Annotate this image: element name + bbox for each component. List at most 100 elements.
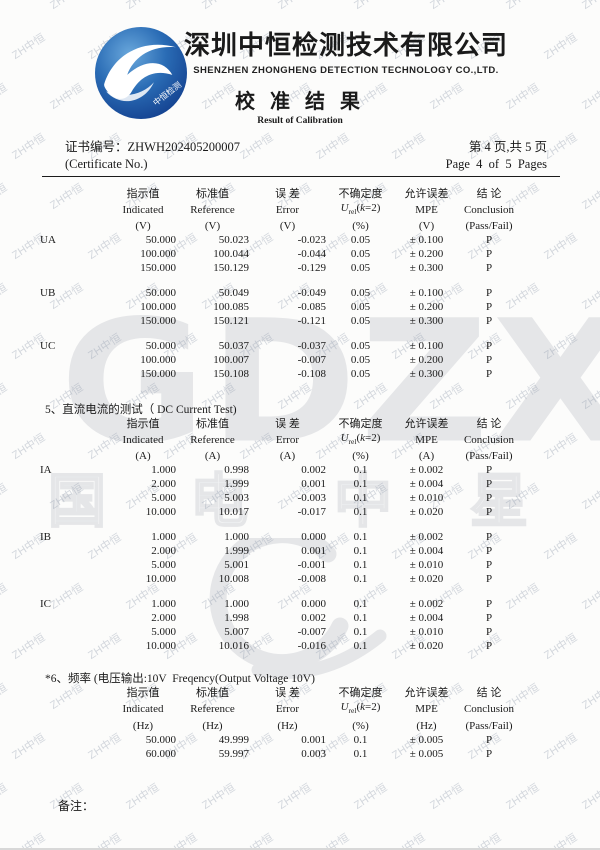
- table-row: 10.000 10.017 -0.017 0.1 ± 0.020 P: [40, 505, 540, 519]
- value-cell: 50.000: [145, 287, 176, 300]
- value-cell: P: [485, 248, 493, 261]
- value-cell: 0.1: [353, 573, 368, 586]
- value-cell: 0.1: [353, 464, 368, 477]
- table-row: 100.000 100.085 -0.085 0.05 ± 0.200 P: [40, 300, 540, 314]
- table-header-cn: 指示值 标准值 误 差 不确定度 允许误差 结 论: [40, 187, 540, 201]
- header-spacer: [40, 201, 110, 219]
- value-cell: P: [485, 506, 493, 519]
- value-cell: 100.000: [140, 301, 176, 314]
- filler: [520, 639, 540, 653]
- value-cell: 0.05: [350, 262, 371, 275]
- value-cell: 50.049: [218, 287, 249, 300]
- value-cell: 150.000: [140, 368, 176, 381]
- watermark-cn-char: 电: [189, 467, 249, 535]
- value-cell: 0.05: [350, 287, 371, 300]
- channel-label-empty: [40, 611, 110, 625]
- channel-label-empty: [40, 491, 110, 505]
- logo-swoosh-icon: 中恒检测: [104, 44, 183, 108]
- channel-label-empty: [40, 639, 110, 653]
- value-cell: 0.05: [350, 315, 371, 328]
- value-cell: P: [485, 354, 493, 367]
- value-cell: P: [485, 262, 493, 275]
- table-header-en: Indicated Reference Error Urel(k=2) MPE Concl…: [40, 700, 540, 718]
- value-cell: 0.000: [301, 531, 326, 544]
- value-cell: -0.023: [297, 234, 326, 247]
- value-cell: 10.000: [145, 573, 176, 586]
- value-cell: ± 0.100: [409, 287, 444, 300]
- value-cell: P: [485, 301, 493, 314]
- value-cell: -0.108: [297, 368, 326, 381]
- table-row: 150.000 150.108 -0.108 0.05 ± 0.300 P: [40, 367, 540, 381]
- filler: [520, 686, 540, 700]
- table-row: 2.000 1.999 0.001 0.1 ± 0.004 P: [40, 477, 540, 491]
- value-cell: ± 0.010: [409, 559, 444, 572]
- value-cell: P: [485, 598, 493, 611]
- value-cell: ± 0.010: [409, 492, 444, 505]
- column-header-en: Conclusion: [463, 434, 515, 447]
- value-cell: 0.1: [353, 598, 368, 611]
- filler: [520, 719, 540, 733]
- channel-label-empty: [40, 261, 110, 275]
- column-header-en: Error: [275, 204, 300, 217]
- value-cell: 1.000: [151, 464, 176, 477]
- channel-label-empty: [40, 558, 110, 572]
- filler: [520, 558, 540, 572]
- table-header-units: (A) (A) (A) (%) (A) (Pass/Fail): [40, 449, 540, 463]
- value-cell: ± 0.002: [409, 598, 444, 611]
- value-cell: ± 0.200: [409, 354, 444, 367]
- table-row: IB 1.000 1.000 0.000 0.1 ± 0.002 P: [40, 530, 540, 544]
- filler: [520, 505, 540, 519]
- table-header-cn: 指示值 标准值 误 差 不确定度 允许误差 结 论: [40, 417, 540, 431]
- column-header-en: Error: [275, 703, 300, 716]
- filler: [520, 700, 540, 718]
- measurement-tables: 指示值 标准值误 差不确定度 允许误差结 论 Indicated Reference Er…: [40, 187, 560, 761]
- column-unit: (A): [279, 450, 296, 463]
- filler: [520, 747, 540, 761]
- column-header-cn: 指示值: [126, 687, 160, 700]
- gap: [40, 519, 540, 530]
- filler: [520, 611, 540, 625]
- value-cell: 0.1: [353, 612, 368, 625]
- value-cell: 0.001: [301, 733, 326, 746]
- value-cell: 0.1: [353, 559, 368, 572]
- value-cell: ± 0.005: [409, 747, 444, 760]
- column-header-cn: 结 论: [476, 418, 502, 431]
- table-row: 10.000 10.008 -0.008 0.1 ± 0.020 P: [40, 572, 540, 586]
- header-uncertainty-symbol: Urel(k=2): [340, 432, 381, 447]
- value-cell: 0.003: [301, 747, 326, 760]
- channel-label-empty: [40, 544, 110, 558]
- filler: [520, 449, 540, 463]
- table-row: IC 1.000 1.000 0.000 0.1 ± 0.002 P: [40, 597, 540, 611]
- value-cell: ± 0.005: [409, 733, 444, 746]
- table-header-units: (Hz) (Hz) (Hz) (%) (Hz) (Pass/Fail): [40, 719, 540, 733]
- table-row: UA 50.000 50.023 -0.023 0.05 ± 0.100 P: [40, 233, 540, 247]
- value-cell: ± 0.020: [409, 506, 444, 519]
- gap: [40, 328, 540, 339]
- column-header-cn: 允许误差: [404, 418, 449, 431]
- channel-label-empty: [40, 247, 110, 261]
- value-cell: ± 0.004: [409, 612, 444, 625]
- group-gap: [40, 328, 540, 339]
- value-cell: 10.017: [218, 506, 249, 519]
- measurement-table: 指示值 标准值 误 差 不确定度 允许误差 结 论 Indicated Reference Er…: [40, 187, 540, 381]
- table-row: 10.000 10.016 -0.016 0.1 ± 0.020 P: [40, 639, 540, 653]
- value-cell: 0.1: [353, 492, 368, 505]
- table-header-en: Indicated Reference Error Urel(k=2) MPE Concl…: [40, 201, 540, 219]
- value-cell: P: [485, 640, 493, 653]
- column-header-cn: 误 差: [275, 188, 300, 200]
- table-row: 100.000 100.044 -0.044 0.05 ± 0.200 P: [40, 247, 540, 261]
- column-header-cn: 允许误差: [404, 188, 449, 200]
- value-cell: 0.05: [350, 234, 371, 247]
- gap: [40, 586, 540, 597]
- channel-label-empty: [40, 367, 110, 381]
- value-cell: -0.049: [297, 287, 326, 300]
- value-cell: 0.1: [353, 626, 368, 639]
- channel-label: IC: [40, 598, 51, 611]
- value-cell: ± 0.100: [409, 340, 444, 353]
- value-cell: 0.002: [301, 464, 326, 477]
- watermark-cn-char: 国: [47, 467, 107, 535]
- filler: [520, 477, 540, 491]
- value-cell: P: [485, 573, 493, 586]
- value-cell: ± 0.200: [409, 248, 444, 261]
